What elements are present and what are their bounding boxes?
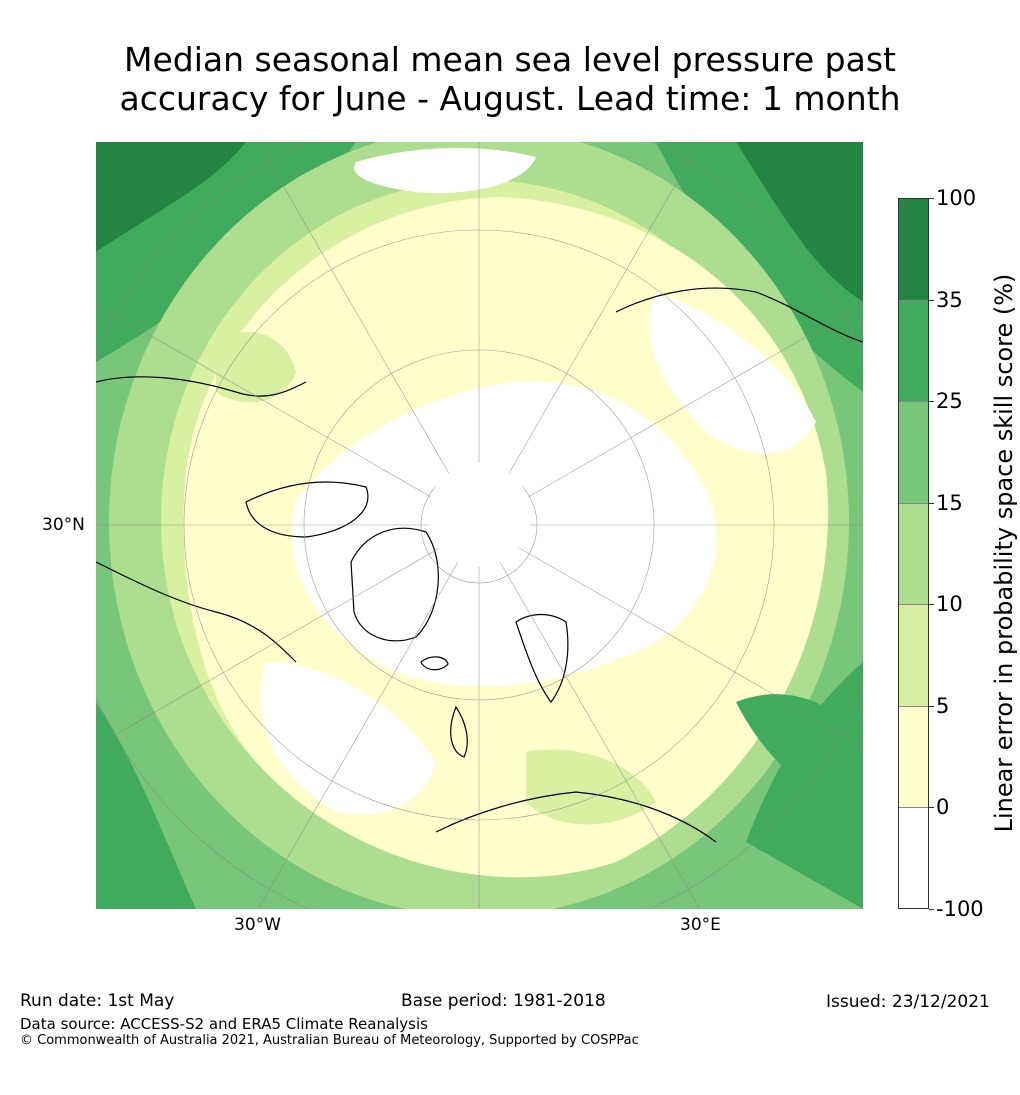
colorbar-segment [898, 705, 929, 808]
colorbar-frame [898, 198, 929, 909]
coastline-alaska [96, 376, 307, 397]
colorbar-segment [898, 401, 929, 503]
colorbar-tick [929, 502, 934, 504]
colorbar-tick-label: 5 [936, 693, 950, 718]
coastline-britain [450, 705, 468, 758]
coastline-europe [435, 791, 717, 843]
colorbar-segment [898, 604, 929, 706]
colorbar-tick [929, 299, 934, 301]
run-date: Run date: 1st May [20, 991, 175, 1011]
skill-field-high-nw [96, 142, 246, 252]
colorbar-tick [929, 604, 934, 606]
coastline-siberia [615, 287, 863, 343]
skill-field-negative-eurasia [649, 292, 816, 454]
data-source: Data source: ACCESS-S2 and ERA5 Climate … [20, 1015, 428, 1033]
title-line-2: accuracy for June - August. Lead time: 1… [119, 79, 901, 118]
colorbar-tick [929, 198, 934, 199]
colorbar-tick [929, 401, 934, 403]
skill-field-high-ne [736, 142, 863, 302]
colorbar-tick-label: 10 [936, 592, 963, 617]
colorbar-segment [898, 299, 929, 402]
lon-label-30w: 30°W [234, 915, 281, 935]
skill-field-negative-atlantic [260, 662, 436, 815]
colorbar-segment [898, 198, 929, 300]
colorbar-tick-label: 0 [936, 795, 950, 820]
colorbar-segment [898, 807, 929, 909]
skill-field-patch-3 [736, 694, 863, 822]
colorbar-tick [929, 909, 934, 910]
skill-field-patch-2 [526, 749, 656, 825]
colorbar-tick-label: 100 [936, 186, 977, 210]
skill-field-negative-top [354, 147, 536, 193]
colorbar-tick-label: -100 [936, 897, 984, 921]
chart-title: Median seasonal mean sea level pressure … [0, 40, 1020, 118]
colorbar-tick-label: 25 [936, 389, 963, 414]
lat-label-30n: 30°N [42, 515, 85, 535]
colorbar [898, 198, 929, 909]
map-canvas [96, 142, 863, 909]
title-line-1: Median seasonal mean sea level pressure … [124, 40, 896, 79]
coastline-greenland [350, 527, 439, 642]
issued-date: Issued: 23/12/2021 [826, 992, 990, 1012]
coastline-canadian-arctic [245, 481, 369, 538]
copyright: © Commonwealth of Australia 2021, Austra… [20, 1033, 639, 1048]
colorbar-segment [898, 502, 929, 605]
colorbar-tick [929, 705, 934, 707]
colorbar-tick-label: 15 [936, 490, 963, 515]
coastline-iceland [420, 656, 449, 671]
lon-label-30e: 30°E [680, 915, 721, 935]
polar-skill-map [96, 142, 863, 909]
colorbar-tick-label: 35 [936, 287, 963, 312]
coastlines [96, 287, 863, 843]
base-period: Base period: 1981-2018 [401, 991, 606, 1011]
colorbar-tick [929, 807, 934, 809]
pole-no-data [427, 463, 531, 567]
colorbar-title: Linear error in probability space skill … [990, 273, 1018, 833]
skill-field-high-sw [96, 702, 196, 909]
